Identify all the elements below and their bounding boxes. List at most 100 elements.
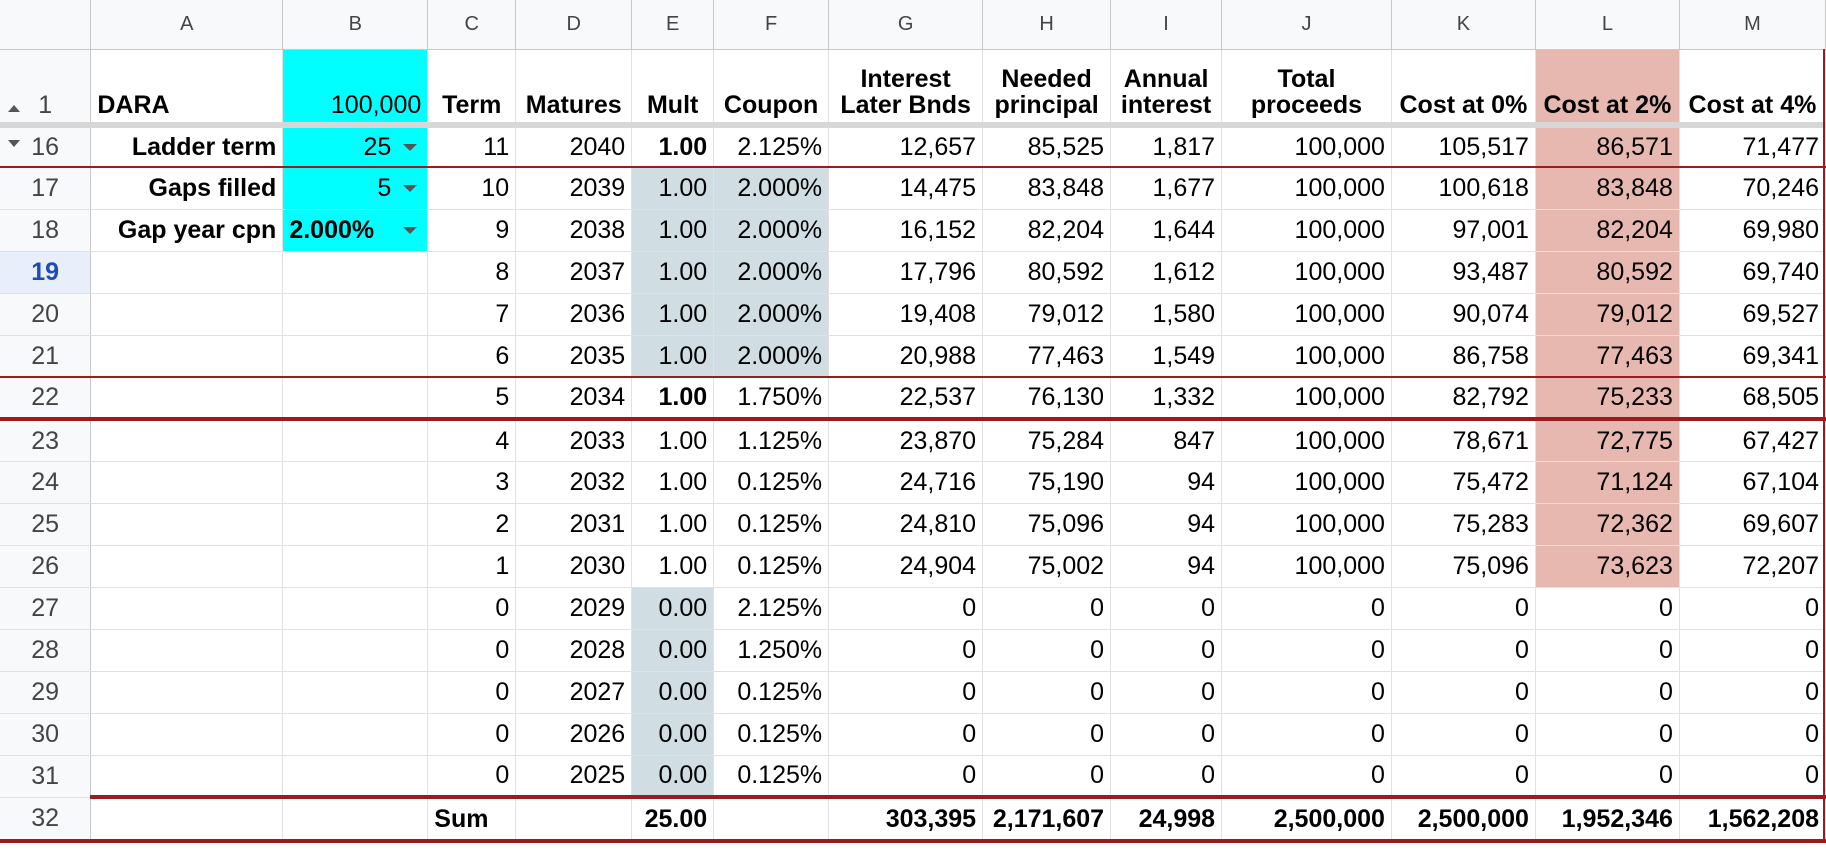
- cell-e16[interactable]: 1.00: [631, 124, 715, 168]
- cell-h16[interactable]: 85,525: [982, 124, 1112, 168]
- cell-l26[interactable]: 73,623: [1535, 545, 1680, 588]
- cell-f23[interactable]: 1.125%: [713, 419, 830, 462]
- cell-c18[interactable]: 9: [427, 209, 517, 252]
- cell-e32[interactable]: 25.00: [631, 795, 715, 843]
- cell-e29[interactable]: 0.00: [631, 671, 715, 714]
- cell-k32[interactable]: 2,500,000: [1391, 795, 1536, 843]
- column-header-j[interactable]: J: [1221, 0, 1392, 50]
- cell-g18[interactable]: 16,152: [828, 209, 984, 252]
- cell-l20[interactable]: 79,012: [1535, 293, 1680, 336]
- cell-k19[interactable]: 93,487: [1391, 251, 1536, 294]
- cell-j19[interactable]: 100,000: [1221, 251, 1392, 294]
- cell-k23[interactable]: 78,671: [1391, 419, 1536, 462]
- cell-l21[interactable]: 77,463: [1535, 335, 1680, 378]
- cell-b22[interactable]: [282, 377, 429, 421]
- cell-l30[interactable]: 0: [1535, 713, 1680, 756]
- cell-b20[interactable]: [282, 293, 429, 336]
- cell-f19[interactable]: 2.000%: [713, 251, 830, 294]
- cell-m32[interactable]: 1,562,208: [1679, 795, 1826, 843]
- cell-b26[interactable]: [282, 545, 429, 588]
- cell-a32[interactable]: [90, 795, 284, 843]
- cell-f29[interactable]: 0.125%: [713, 671, 830, 714]
- cell-i27[interactable]: 0: [1110, 587, 1223, 630]
- cell-f30[interactable]: 0.125%: [713, 713, 830, 756]
- cell-d22[interactable]: 2034: [515, 377, 633, 421]
- cell-k30[interactable]: 0: [1391, 713, 1536, 756]
- cell-g22[interactable]: 22,537: [828, 377, 984, 421]
- cell-d18[interactable]: 2038: [515, 209, 633, 252]
- cell-h29[interactable]: 0: [982, 671, 1112, 714]
- cell-h17[interactable]: 83,848: [982, 167, 1112, 210]
- cell-e22[interactable]: 1.00: [631, 377, 715, 421]
- row-header-29[interactable]: 29: [0, 671, 92, 714]
- row-header-30[interactable]: 30: [0, 713, 92, 756]
- cell-b19[interactable]: [282, 251, 429, 294]
- cell-c28[interactable]: 0: [427, 629, 517, 672]
- cell-b31[interactable]: [282, 755, 429, 798]
- cell-a25[interactable]: [90, 503, 284, 546]
- cell-k27[interactable]: 0: [1391, 587, 1536, 630]
- cell-g27[interactable]: 0: [828, 587, 984, 630]
- cell-j1[interactable]: Total proceeds: [1221, 49, 1392, 128]
- cell-k28[interactable]: 0: [1391, 629, 1536, 672]
- cell-h26[interactable]: 75,002: [982, 545, 1112, 588]
- cell-l27[interactable]: 0: [1535, 587, 1680, 630]
- cell-g23[interactable]: 23,870: [828, 419, 984, 462]
- cell-c27[interactable]: 0: [427, 587, 517, 630]
- cell-a23[interactable]: [90, 419, 284, 462]
- cell-i18[interactable]: 1,644: [1110, 209, 1223, 252]
- cell-l18[interactable]: 82,204: [1535, 209, 1680, 252]
- cell-i25[interactable]: 94: [1110, 503, 1223, 546]
- cell-h23[interactable]: 75,284: [982, 419, 1112, 462]
- cell-i20[interactable]: 1,580: [1110, 293, 1223, 336]
- cell-f22[interactable]: 1.750%: [713, 377, 830, 421]
- cell-h18[interactable]: 82,204: [982, 209, 1112, 252]
- cell-a17[interactable]: Gaps filled: [90, 167, 284, 210]
- cell-j25[interactable]: 100,000: [1221, 503, 1392, 546]
- cell-g21[interactable]: 20,988: [828, 335, 984, 378]
- cell-a16[interactable]: Ladder term: [90, 124, 284, 168]
- cell-f32[interactable]: [713, 795, 830, 843]
- cell-c29[interactable]: 0: [427, 671, 517, 714]
- cell-d19[interactable]: 2037: [515, 251, 633, 294]
- cell-f31[interactable]: 0.125%: [713, 755, 830, 798]
- cell-h27[interactable]: 0: [982, 587, 1112, 630]
- cell-l32[interactable]: 1,952,346: [1535, 795, 1680, 843]
- cell-k31[interactable]: 0: [1391, 755, 1536, 798]
- cell-j17[interactable]: 100,000: [1221, 167, 1392, 210]
- cell-d30[interactable]: 2026: [515, 713, 633, 756]
- cell-c20[interactable]: 7: [427, 293, 517, 336]
- cell-a18[interactable]: Gap year cpn: [90, 209, 284, 252]
- column-header-b[interactable]: B: [282, 0, 429, 50]
- cell-k21[interactable]: 86,758: [1391, 335, 1536, 378]
- cell-f18[interactable]: 2.000%: [713, 209, 830, 252]
- cell-h28[interactable]: 0: [982, 629, 1112, 672]
- cell-f27[interactable]: 2.125%: [713, 587, 830, 630]
- cell-d32[interactable]: [515, 795, 633, 843]
- cell-l22[interactable]: 75,233: [1535, 377, 1680, 421]
- row-header-27[interactable]: 27: [0, 587, 92, 630]
- cell-l23[interactable]: 72,775: [1535, 419, 1680, 462]
- cell-i32[interactable]: 24,998: [1110, 795, 1223, 843]
- cell-e18[interactable]: 1.00: [631, 209, 715, 252]
- cell-d1[interactable]: Matures: [515, 49, 633, 128]
- column-header-a[interactable]: A: [90, 0, 284, 50]
- cell-b1[interactable]: 100,000: [282, 49, 429, 128]
- cell-h31[interactable]: 0: [982, 755, 1112, 798]
- cell-k29[interactable]: 0: [1391, 671, 1536, 714]
- cell-i29[interactable]: 0: [1110, 671, 1223, 714]
- cell-b32[interactable]: [282, 795, 429, 843]
- cell-b30[interactable]: [282, 713, 429, 756]
- cell-c26[interactable]: 1: [427, 545, 517, 588]
- gap-year-cpn-dropdown[interactable]: 2.000%: [282, 209, 429, 252]
- cell-b21[interactable]: [282, 335, 429, 378]
- row-header-16[interactable]: 16: [0, 125, 92, 168]
- cell-m30[interactable]: 0: [1679, 713, 1826, 756]
- cell-g32[interactable]: 303,395: [828, 795, 984, 843]
- cell-j32[interactable]: 2,500,000: [1221, 795, 1392, 843]
- cell-g25[interactable]: 24,810: [828, 503, 984, 546]
- cell-j22[interactable]: 100,000: [1221, 377, 1392, 421]
- column-header-c[interactable]: C: [427, 0, 517, 50]
- cell-a27[interactable]: [90, 587, 284, 630]
- cell-i21[interactable]: 1,549: [1110, 335, 1223, 378]
